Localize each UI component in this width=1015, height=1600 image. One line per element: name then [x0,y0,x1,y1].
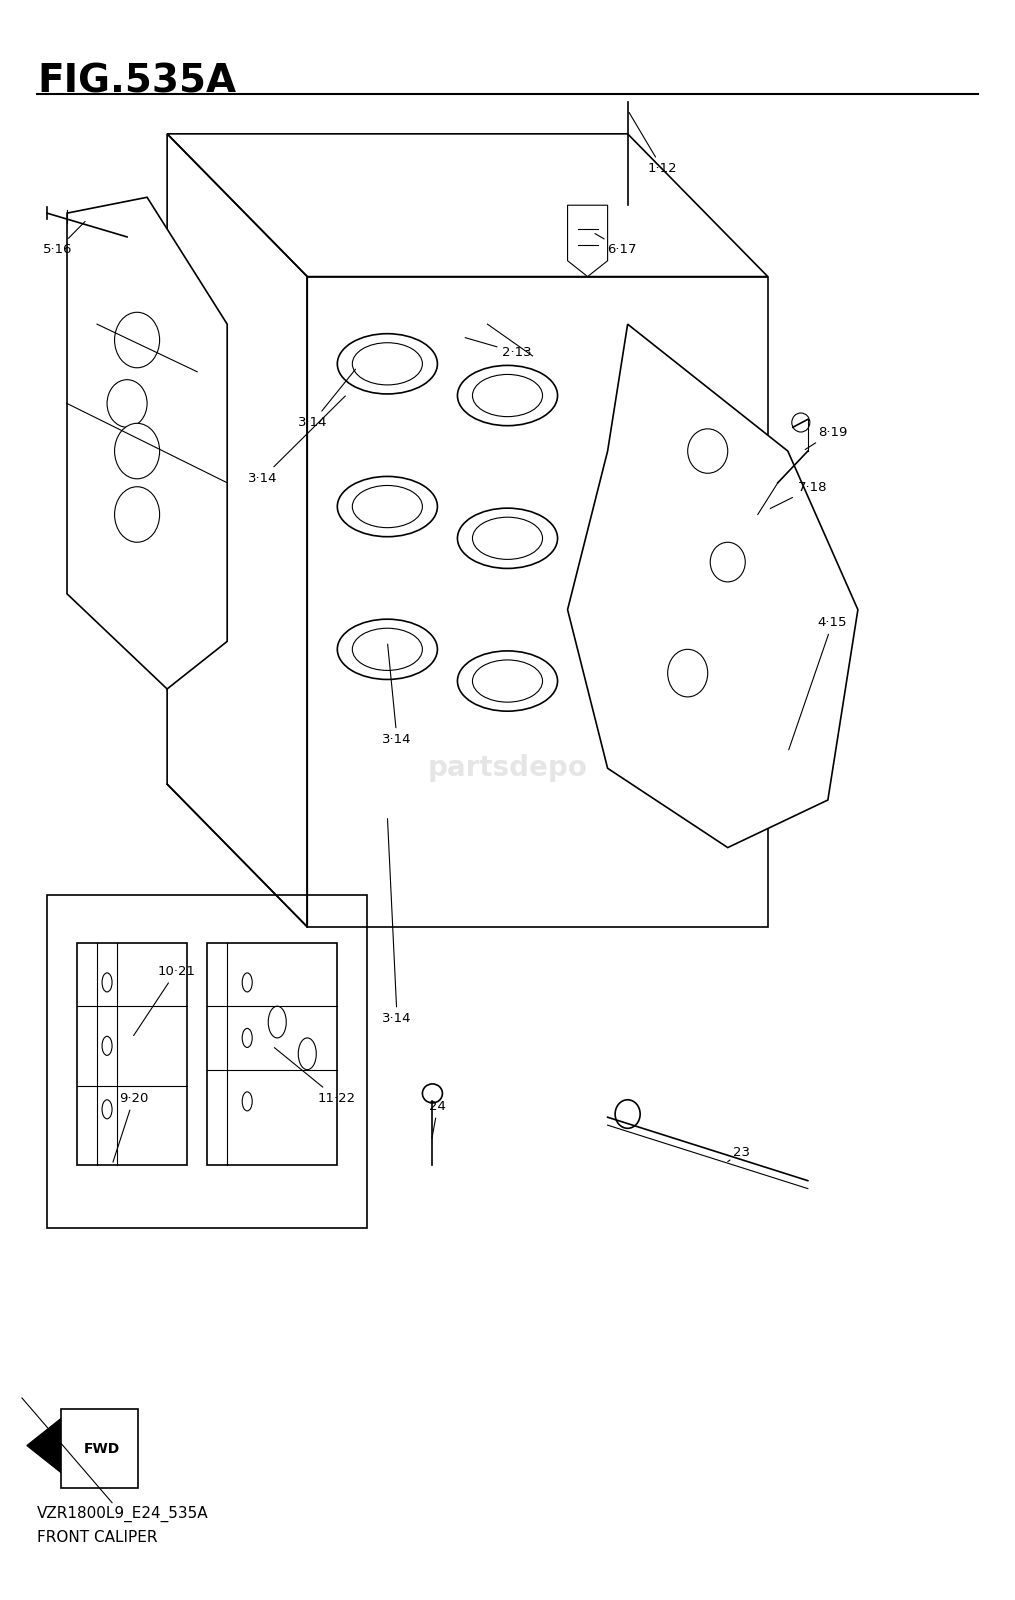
Ellipse shape [115,424,159,478]
Ellipse shape [688,429,728,474]
Text: 11·22: 11·22 [274,1048,355,1104]
Polygon shape [67,197,227,690]
Text: 23: 23 [728,1146,750,1162]
Text: 3·14: 3·14 [297,370,355,429]
Polygon shape [27,1414,67,1477]
Text: FWD: FWD [84,1442,120,1456]
Ellipse shape [337,619,437,680]
Polygon shape [567,205,608,277]
Ellipse shape [115,312,159,368]
Polygon shape [77,942,187,1165]
Polygon shape [567,325,858,848]
Text: 10·21: 10·21 [134,965,195,1035]
Text: 3·14: 3·14 [383,819,412,1026]
Text: 4·15: 4·15 [789,616,848,750]
Text: VZR1800L9_E24_535A: VZR1800L9_E24_535A [37,1506,209,1522]
Ellipse shape [115,486,159,542]
Text: partsdepo: partsdepo [427,754,588,782]
Text: FRONT CALIPER: FRONT CALIPER [37,1531,157,1546]
Text: 24: 24 [429,1099,447,1138]
Text: 2·13: 2·13 [465,338,532,360]
Text: 5·16: 5·16 [43,221,85,256]
Text: 6·17: 6·17 [595,234,637,256]
Text: 3·14: 3·14 [248,395,345,485]
Ellipse shape [422,1083,443,1102]
Ellipse shape [337,477,437,536]
Polygon shape [207,942,337,1165]
Ellipse shape [615,1099,640,1128]
Ellipse shape [458,365,557,426]
Ellipse shape [710,542,745,582]
Ellipse shape [337,334,437,394]
Text: 9·20: 9·20 [113,1091,148,1162]
Ellipse shape [668,650,707,698]
Text: 8·19: 8·19 [805,426,848,450]
Ellipse shape [107,379,147,427]
Text: FIG.535A: FIG.535A [37,62,236,101]
Ellipse shape [458,509,557,568]
FancyBboxPatch shape [61,1410,138,1488]
Text: 1·12: 1·12 [629,112,677,176]
Text: 3·14: 3·14 [383,645,412,746]
Text: 7·18: 7·18 [770,482,827,509]
Ellipse shape [792,413,810,432]
Ellipse shape [458,651,557,710]
